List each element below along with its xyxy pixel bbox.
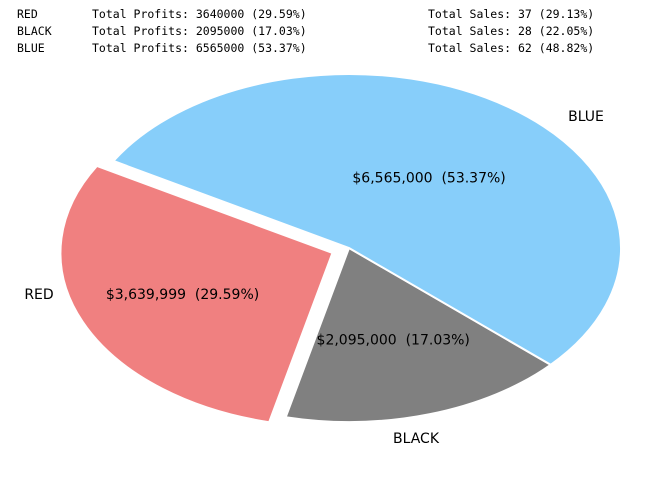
summary-name: BLUE — [17, 41, 45, 55]
summary-profits: Total Profits: 6565000 (53.37%) — [92, 41, 307, 55]
summary-sales: Total Sales: 37 (29.13%) — [428, 7, 595, 21]
summary-name: BLACK — [17, 24, 52, 38]
summary-sales: Total Sales: 28 (22.05%) — [428, 24, 595, 38]
summary-row-black: BLACK Total Profits: 2095000 (17.03%) To… — [0, 24, 656, 40]
slice-value-label: $2,095,000 (17.03%) — [317, 332, 470, 348]
summary-sales: Total Sales: 62 (48.82%) — [428, 41, 595, 55]
slice-name-label: BLACK — [393, 431, 440, 447]
pie-slice-blue — [111, 73, 622, 366]
slice-name-label: BLUE — [568, 109, 604, 125]
slice-value-label: $3,639,999 (29.59%) — [106, 287, 259, 303]
summary-row-blue: BLUE Total Profits: 6565000 (53.37%) Tot… — [0, 41, 656, 57]
summary-profits: Total Profits: 2095000 (17.03%) — [92, 24, 307, 38]
slice-name-label: RED — [24, 287, 53, 303]
summary-profits: Total Profits: 3640000 (29.59%) — [92, 7, 307, 21]
summary-row-red: RED Total Profits: 3640000 (29.59%) Tota… — [0, 7, 656, 23]
slice-value-label: $6,565,000 (53.37%) — [352, 171, 505, 187]
summary-name: RED — [17, 7, 38, 21]
pie-slice-black — [284, 246, 553, 423]
pie-slice-red — [59, 164, 334, 424]
summary-table: RED Total Profits: 3640000 (29.59%) Tota… — [0, 0, 656, 60]
